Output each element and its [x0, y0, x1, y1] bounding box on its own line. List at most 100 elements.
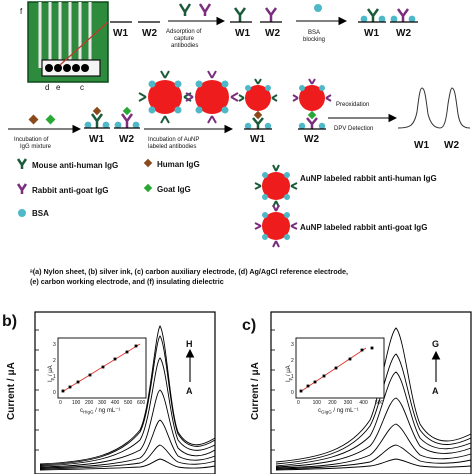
w1-label: W1: [364, 28, 379, 39]
panel-c-inset-x-tick: 0: [297, 400, 300, 406]
sensor-device: f d e c: [20, 1, 109, 92]
row1-bsa-step: BSA blocking: [296, 4, 348, 43]
legend: Mouse anti-human IgG Human IgG Rabbit an…: [16, 158, 437, 248]
panel-c-inset-y-tick: 0: [291, 390, 294, 396]
legend-aunp-anti-human: AuNP labeled rabbit anti-human IgG: [300, 174, 437, 183]
panel-b-ylabel: Current / μA: [6, 362, 17, 420]
footnote-line-2: (e) carbon working electrode, and (f) in…: [30, 277, 224, 286]
bsa-step-label-1: BSA: [308, 30, 320, 36]
panel-c-inset-point: [360, 348, 364, 352]
human-igg-icon: [143, 158, 153, 168]
panel-b-inset-point: [125, 350, 129, 354]
aunp-icon: [148, 80, 182, 114]
panel-b-inset-y-tick: 2: [53, 358, 56, 364]
panel-b-curves: [39, 325, 216, 471]
w2-label: W2: [396, 28, 411, 39]
panel-b-inset-point: [76, 380, 80, 384]
w1-label: W1: [113, 28, 128, 39]
panel-b-inset-y-tick: 3: [53, 342, 56, 348]
panel-c-inset-y-tick: 3: [291, 342, 294, 348]
igg-step-label-1: Incubation of: [14, 137, 49, 143]
aunp-step-label-1: Incubation of AuNP: [148, 137, 199, 143]
panel-b-arrow-top: H: [186, 339, 193, 349]
bsa-step-label-2: blocking: [303, 37, 325, 43]
adsorption-label-2: capture: [174, 36, 195, 42]
panel-c-arrow-bottom: A: [432, 386, 439, 396]
panel-b-inset: 0 100 200 300 400 500 600 0 1 2 3 cHIgG / ng mL⁻¹…: [48, 337, 147, 415]
panel-c-inset-y-tick: 1: [291, 374, 294, 380]
panel-c-inset-point: [348, 357, 352, 361]
panel-b-inset-point: [61, 389, 65, 393]
panel-c-inset-xlabel: cGIgG / ng mL⁻¹: [318, 408, 359, 415]
panel-b: b) Current / μA H A 0 100 200 300 400 500 600 …: [2, 311, 216, 474]
aunp-anti-human-icon: [262, 172, 290, 200]
letter-e: e: [56, 83, 61, 92]
panel-c-label: c): [242, 317, 256, 334]
panel-c-inset-point: [322, 374, 326, 378]
panel-c-inset-point: [370, 346, 374, 350]
legend-rabbit-anti-goat: Rabbit anti-goat IgG: [32, 186, 108, 195]
legend-goat-igg: Goat IgG: [157, 185, 191, 194]
panel-c-inset-x-tick: 400: [359, 400, 368, 406]
rabbit-antibody-icon: [16, 183, 28, 194]
row2-after-igg: W1 W2: [84, 106, 140, 145]
panel-c-inset-point: [313, 380, 317, 384]
aunp-step-label-2: labeled antibodies: [148, 144, 196, 150]
panel-c-inset-ylabel: Ip / μA: [286, 365, 293, 382]
panel-b-inset-point: [101, 365, 105, 369]
panel-b-inset-point: [134, 344, 138, 348]
panel-b-frame: [34, 311, 216, 474]
legend-human-igg: Human IgG: [157, 160, 200, 169]
panel-c-inset-point: [334, 366, 338, 370]
panel-c-curves: [275, 327, 472, 471]
panel-b-inset-xlabel: cHIgG / ng mL⁻¹: [80, 408, 120, 415]
rabbit-antibody-icon: [198, 3, 212, 16]
panel-b-inset-y-tick: 0: [53, 390, 56, 396]
detect-label-1: Preoxidation: [336, 102, 369, 108]
w2-label: W2: [265, 28, 280, 39]
panel-b-inset-ylabel: Ip / μA: [48, 365, 55, 382]
panel-c-inset-x-tick: 500: [375, 400, 384, 406]
panel-b-inset-point: [88, 373, 92, 377]
goat-igg-icon: [143, 183, 153, 193]
row1-after-bsa: W1 W2: [358, 8, 418, 39]
panel-b-inset-point: [113, 357, 117, 361]
panel-c-inset-point: [299, 389, 303, 393]
w1-label: W1: [250, 134, 265, 145]
panel-b-inset-x-tick: 200: [85, 400, 94, 406]
panel-b-inset-x-tick: 0: [59, 400, 62, 406]
panel-c-ylabel: Current / μA: [250, 362, 261, 420]
row1-after-adsorption: W1 W2: [230, 7, 282, 39]
letter-f: f: [20, 7, 23, 16]
panel-c-arrow-top: G: [432, 339, 439, 349]
dpv-peaks: W1 W2: [397, 87, 471, 151]
legend-bsa: BSA: [32, 209, 49, 218]
letter-d: d: [45, 83, 49, 92]
w2-label: W2: [119, 134, 134, 145]
panel-c-frame: [270, 311, 472, 474]
w2-label: W2: [304, 134, 319, 145]
bsa-icon: [18, 209, 26, 217]
panel-b-inset-x-tick: 600: [137, 400, 146, 406]
panel-b-inset-point: [68, 385, 72, 389]
panel-b-inset-x-tick: 400: [111, 400, 120, 406]
panel-c-inset-x-tick: 300: [344, 400, 353, 406]
panel-c-inset-x-tick: 100: [313, 400, 322, 406]
peak-w2-label: W2: [444, 140, 459, 151]
mouse-antibody-icon: [16, 158, 28, 169]
panel-b-inset-x-tick: 100: [72, 400, 81, 406]
human-igg-icon: [28, 114, 39, 125]
igg-step-label-2: IgG mixture: [20, 144, 52, 150]
w1-label: W1: [89, 134, 104, 145]
row2-igg-step: Incubation of IgG mixture: [8, 114, 82, 150]
aunp-anti-goat-icon: [262, 212, 290, 240]
panel-b-inset-y-tick: 1: [53, 374, 56, 380]
panel-b-label: b): [2, 313, 17, 330]
panel-c-inset-point: [306, 384, 310, 388]
adsorption-label-3: antibodies: [171, 43, 198, 49]
panel-c: c) Current / μA G A 0 100 200 300 400 500 0 1 2…: [242, 311, 472, 474]
row2-detection-step: Preoxidation DPV Detection: [328, 102, 398, 132]
mouse-antibody-icon: [178, 3, 192, 16]
